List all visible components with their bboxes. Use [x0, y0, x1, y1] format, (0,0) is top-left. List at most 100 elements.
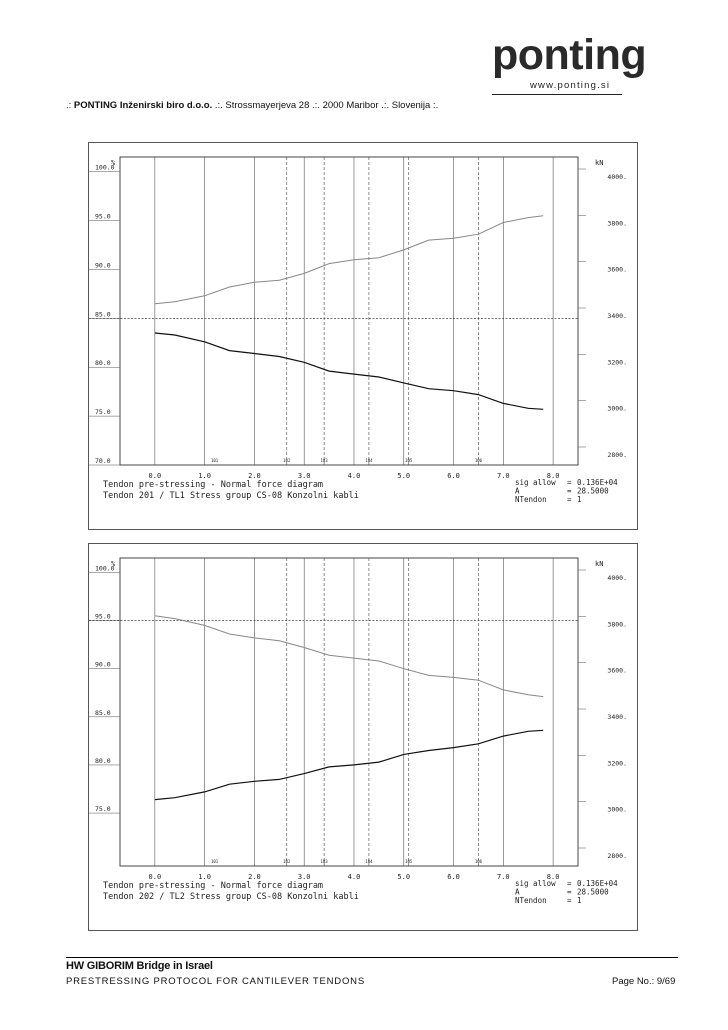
right-tick-label: 4000.: [607, 574, 627, 582]
x-tick-label: 8.0: [547, 472, 560, 480]
x-tick-label: 3.0: [298, 472, 311, 480]
param-name: A: [515, 888, 520, 897]
header-prefix: .:: [66, 100, 74, 111]
footer-document-subtitle: PRESTRESSING PROTOCOL FOR CANTILEVER TEN…: [66, 976, 365, 987]
param-value: 1: [577, 896, 582, 905]
x-tick-label: 4.0: [348, 472, 361, 480]
chart-svg: 0.0 1.0 2.0 3.0 4.0 5.0 6.0 7.0 8.0 101 102 103 104 1…: [89, 557, 627, 905]
param-equals: =: [567, 879, 572, 888]
right-tick-label: 3000.: [607, 405, 627, 413]
param-equals: =: [567, 495, 572, 504]
right-unit-label: kN: [595, 159, 603, 167]
right-tick-label: 3600.: [607, 266, 627, 274]
section-label: 103: [320, 458, 328, 463]
section-label: 104: [365, 458, 373, 463]
left-tick-label: 80.0: [95, 359, 111, 367]
footer-divider: [66, 957, 678, 958]
x-tick-label: 6.0: [447, 873, 460, 881]
series-line-0: [154, 215, 544, 305]
section-label: 105: [405, 458, 413, 463]
left-tick-label: 75.0: [95, 408, 111, 416]
x-tick-label: 6.0: [447, 472, 460, 480]
left-unit-label: %: [111, 159, 116, 167]
section-label: 104: [365, 859, 373, 864]
param-value: 0.136E+04: [577, 879, 618, 888]
section-label: 102: [283, 859, 291, 864]
right-unit-label: kN: [595, 560, 603, 568]
param-name: NTendon: [515, 495, 547, 504]
param-name: sig allow: [515, 478, 556, 487]
left-tick-label: 75.0: [95, 805, 111, 813]
plot-frame: [119, 557, 579, 867]
param-name: sig allow: [515, 879, 556, 888]
x-tick-label: 5.0: [397, 873, 410, 881]
x-tick-label: 7.0: [497, 472, 510, 480]
ponting-logo: ponting www.ponting.si: [492, 34, 662, 96]
right-tick-label: 2800.: [607, 451, 627, 459]
series-line-0: [154, 615, 544, 698]
x-tick-label: 4.0: [348, 873, 361, 881]
right-tick-label: 3000.: [607, 806, 627, 814]
caption-line-2: Tendon 202 / TL2 Stress group CS-08 Konz…: [103, 892, 359, 902]
section-label: 102: [283, 458, 291, 463]
right-tick-label: 3400.: [607, 312, 627, 320]
company-header-line: .: PONTING Inženirski biro d.o.o. .:. St…: [66, 100, 438, 111]
x-tick-label: 0.0: [149, 873, 162, 881]
chart-svg: 0.0 1.0 2.0 3.0 4.0 5.0 6.0 7.0 8.0 101 102 103 104 1…: [89, 156, 627, 504]
left-tick-label: 85.0: [95, 310, 111, 318]
right-tick-label: 3800.: [607, 620, 627, 628]
right-tick-label: 2800.: [607, 852, 627, 860]
right-tick-label: 4000.: [607, 173, 627, 181]
right-tick-label: 3800.: [607, 219, 627, 227]
logo-wordmark: ponting: [492, 31, 647, 79]
x-tick-label: 1.0: [198, 873, 211, 881]
company-address: .:. Strossmayerjeva 28 .:. 2000 Maribor …: [212, 100, 439, 111]
left-tick-label: 70.0: [95, 457, 111, 465]
left-tick-label: 85.0: [95, 709, 111, 717]
x-tick-label: 1.0: [198, 472, 211, 480]
caption-line-1: Tendon pre-stressing - Normal force diag…: [103, 480, 323, 490]
x-tick-label: 3.0: [298, 873, 311, 881]
section-label: 101: [211, 859, 219, 864]
left-tick-label: 95.0: [95, 613, 111, 621]
param-value: 28.5000: [577, 888, 609, 897]
caption-line-2: Tendon 201 / TL1 Stress group CS-08 Konz…: [103, 491, 359, 501]
param-name: NTendon: [515, 896, 547, 905]
x-tick-label: 0.0: [149, 472, 162, 480]
company-name: PONTING Inženirski biro d.o.o.: [73, 100, 213, 111]
logo-underline: [492, 94, 622, 95]
normal-force-diagram-tl2: 0.0 1.0 2.0 3.0 4.0 5.0 6.0 7.0 8.0 101 102 103 104 1…: [88, 543, 638, 931]
param-equals: =: [567, 487, 572, 496]
section-label: 103: [320, 859, 328, 864]
left-unit-label: %: [111, 560, 116, 568]
x-tick-label: 2.0: [248, 472, 261, 480]
x-tick-label: 5.0: [397, 472, 410, 480]
param-equals: =: [567, 478, 572, 487]
right-tick-label: 3200.: [607, 759, 627, 767]
left-tick-label: 100.0: [95, 164, 115, 172]
footer-project-title: HW GIBORIM Bridge in Israel: [66, 960, 213, 972]
param-value: 0.136E+04: [577, 478, 618, 487]
param-value: 28.5000: [577, 487, 609, 496]
plot-frame: [119, 156, 579, 466]
left-tick-label: 80.0: [95, 757, 111, 765]
caption-line-1: Tendon pre-stressing - Normal force diag…: [103, 881, 323, 891]
param-equals: =: [567, 896, 572, 905]
left-tick-label: 90.0: [95, 661, 111, 669]
left-tick-label: 95.0: [95, 213, 111, 221]
left-tick-label: 90.0: [95, 261, 111, 269]
left-tick-label: 100.0: [95, 564, 115, 572]
right-tick-label: 3600.: [607, 667, 627, 675]
param-name: A: [515, 487, 520, 496]
series-line-1: [154, 332, 544, 410]
right-tick-label: 3200.: [607, 358, 627, 366]
footer-page-number: Page No.: 9/69: [612, 976, 676, 987]
right-tick-label: 3400.: [607, 713, 627, 721]
section-label: 101: [211, 458, 219, 463]
x-tick-label: 8.0: [547, 873, 560, 881]
section-label: 106: [475, 859, 483, 864]
x-tick-label: 2.0: [248, 873, 261, 881]
series-line-1: [154, 729, 544, 801]
normal-force-diagram-tl1: 0.0 1.0 2.0 3.0 4.0 5.0 6.0 7.0 8.0 101 102 103 104 1…: [88, 142, 638, 530]
logo-url: www.ponting.si: [530, 80, 611, 91]
